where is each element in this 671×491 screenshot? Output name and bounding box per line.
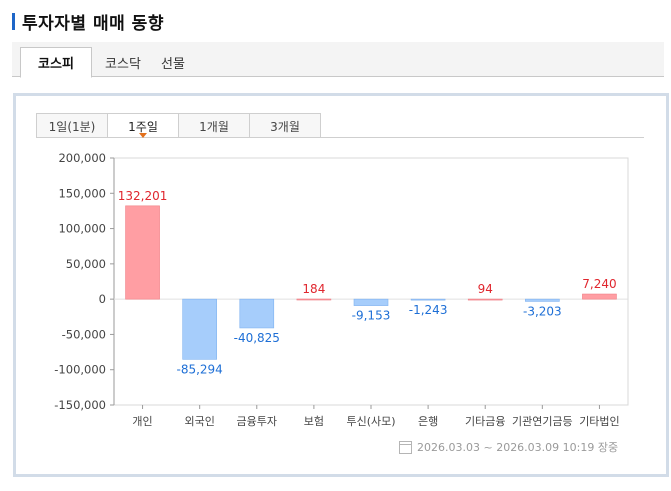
x-tick-label: 기타법인	[579, 415, 619, 428]
bar-value-label: -1,243	[409, 303, 448, 317]
bar-value-label: -85,294	[177, 362, 223, 376]
title-accent-bar	[12, 12, 15, 30]
x-tick-label: 투신(사모)	[346, 415, 395, 428]
y-tick-label: 100,000	[58, 222, 106, 236]
bar	[125, 205, 160, 300]
period-tab-3month[interactable]: 3개월	[249, 113, 321, 138]
y-tick-label: 150,000	[58, 186, 106, 200]
timestamp-text: 2026.03.03 ~ 2026.03.09 10:19 장중	[417, 441, 619, 454]
y-tick-label: -100,000	[54, 363, 106, 377]
bar	[582, 293, 617, 300]
y-tick-label: 200,000	[58, 151, 106, 165]
period-tab-underline	[36, 137, 644, 138]
investor-bar-chart: 200,000 150,000 100,000 50,000 0 -50,000 -100,…	[54, 151, 629, 428]
chart-panel: 1일(1분) 1주일 1개월 3개월 200,000 150,000 100,000…	[13, 93, 669, 477]
period-tab-1week[interactable]: 1주일	[107, 113, 179, 138]
bar-value-label: -3,203	[523, 304, 562, 318]
period-tab-1month[interactable]: 1개월	[178, 113, 250, 138]
bar	[239, 298, 275, 329]
tab-futures[interactable]: 선물	[161, 56, 185, 72]
bar	[296, 298, 332, 301]
x-tick-label: 금융투자	[237, 415, 277, 428]
period-tab-1day[interactable]: 1일(1분)	[36, 113, 108, 138]
x-tick-label: 기관연기금등	[512, 415, 573, 428]
y-tick-label: 50,000	[66, 257, 106, 271]
y-tick-label: -50,000	[62, 327, 106, 341]
x-tick-label: 기타금융	[465, 415, 505, 428]
tab-kosdaq[interactable]: 코스닥	[105, 56, 141, 72]
page-header: 투자자별 매매 동향	[12, 8, 164, 34]
bar-value-label: 184	[302, 282, 325, 296]
x-tick-label: 은행	[418, 415, 438, 428]
bar	[410, 298, 446, 301]
bar	[353, 298, 389, 306]
bar-value-label: 132,201	[118, 189, 168, 203]
x-tick-label: 개인	[132, 415, 152, 428]
bar-value-label: 94	[478, 282, 493, 296]
bar	[525, 298, 560, 302]
bar-value-label: -40,825	[234, 331, 280, 345]
calendar-icon	[399, 440, 412, 454]
x-tick-label: 보험	[304, 415, 324, 428]
bar-value-label: 7,240	[582, 277, 616, 291]
page-title: 투자자별 매매 동향	[22, 13, 164, 34]
chart-footer: 2026.03.03 ~ 2026.03.09 10:19 장중	[399, 439, 618, 455]
y-tick-label: 0	[99, 292, 106, 306]
y-tick-label: -150,000	[54, 398, 106, 412]
market-tab-bar: 코스피 코스닥 선물	[12, 42, 664, 78]
active-tab-caret-icon	[139, 133, 147, 138]
x-tick-label: 외국인	[184, 415, 214, 428]
bar	[182, 298, 217, 360]
bar-value-label: -9,153	[352, 309, 391, 323]
tab-kospi[interactable]: 코스피	[20, 47, 92, 78]
bar	[467, 298, 503, 301]
